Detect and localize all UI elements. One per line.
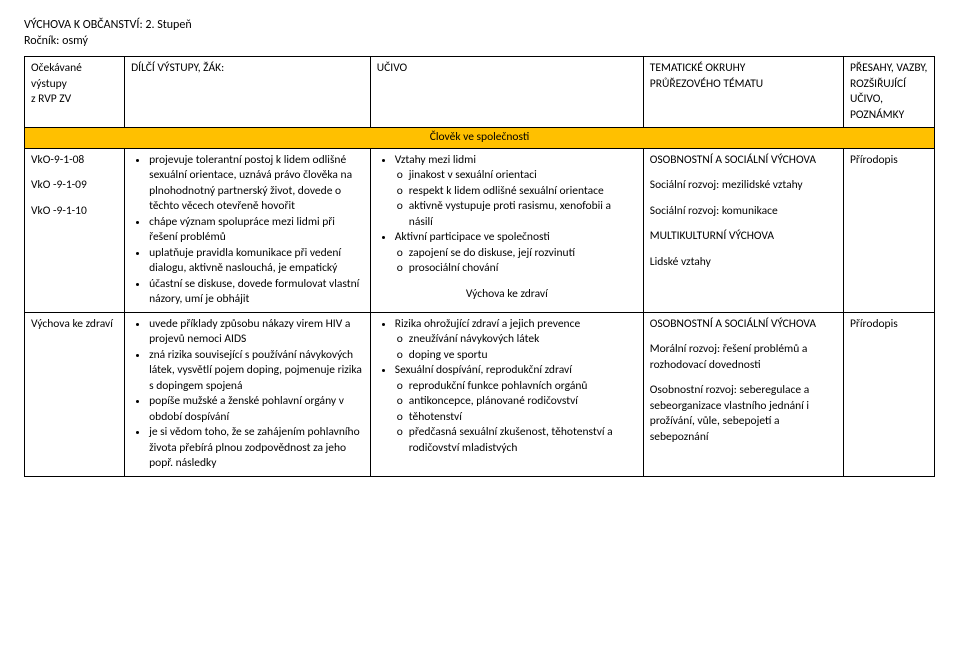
ucivo-mid: Aktivní participace ve společnosti [395,230,550,244]
list-item: zapojení se do diskuse, její rozvinutí [409,246,637,262]
ucivo-mid: Sexuální dospívání, reprodukční zdraví [395,363,572,377]
header-row: Očekávané výstupy z RVP ZV DÍLČÍ VÝSTUPY… [25,57,935,128]
list-item: prosociální chování [409,261,637,277]
doc-grade: Ročník: osmý [24,34,935,48]
ucivo-cell: Rizika ohrožující zdraví a jejich preven… [370,312,643,476]
hdr-c1b: výstupy [31,77,67,91]
okruhy-item: Sociální rozvoj: mezilidské vztahy [650,178,837,194]
list-item: Rizika ohrožující zdraví a jejich preven… [395,317,637,364]
list-item: respekt k lidem odlišné sexuální orienta… [409,184,637,200]
list-item: Vztahy mezi lidmi jinakost v sexuální or… [395,153,637,231]
dilci-cell: uvede příklady způsobu nákazy virem HIV … [125,312,371,476]
doc-title: VÝCHOVA K OBČANSTVÍ: 2. Stupeň [24,18,935,32]
hdr-c5a: PŘESAHY, VAZBY, [850,61,927,75]
list-item: těhotenství [409,410,637,426]
list-item: jinakost v sexuální orientaci [409,168,637,184]
okruhy-item: Osobnostní rozvoj: seberegulace a sebeor… [650,383,837,445]
list-item: je si vědom toho, že se zahájením pohlav… [149,425,364,472]
ucivo-cell: Vztahy mezi lidmi jinakost v sexuální or… [370,148,643,312]
okruhy-cell: OSOBNOSTNÍ A SOCIÁLNÍ VÝCHOVA Sociální r… [643,148,843,312]
okruhy-item: OSOBNOSTNÍ A SOCIÁLNÍ VÝCHOVA [650,153,837,169]
ucivo-tail: Výchova ke zdraví [377,287,637,303]
list-item: reprodukční funkce pohlavních orgánů [409,379,637,395]
section-title: Člověk ve společnosti [25,128,935,149]
presahy-cell: Přírodopis [843,312,934,476]
list-item: Sexuální dospívání, reprodukční zdraví r… [395,363,637,456]
code: VkO-9-1-08 [31,153,118,169]
list-item: účastní se diskuse, dovede formulovat vl… [149,277,364,308]
table-row: Výchova ke zdraví uvede příklady způsobu… [25,312,935,476]
hdr-c1c: z RVP ZV [31,92,71,106]
hdr-col3: UČIVO [370,57,643,128]
hdr-col2: DÍLČÍ VÝSTUPY, ŽÁK: [125,57,371,128]
list-item: zná rizika související s používání návyk… [149,348,364,395]
okruhy-item: Sociální rozvoj: komunikace [650,204,837,220]
hdr-c4a: TEMATICKÉ OKRUHY [650,61,746,75]
list-item: chápe význam spolupráce mezi lidmi při ř… [149,215,364,246]
okruhy-item: Morální rozvoj: řešení problémů a rozhod… [650,342,837,373]
okruhy-cell: OSOBNOSTNÍ A SOCIÁLNÍ VÝCHOVA Morální ro… [643,312,843,476]
hdr-c1a: Očekávané [31,61,82,75]
list-item: Aktivní participace ve společnosti zapoj… [395,230,637,277]
list-item: zneužívání návykových látek [409,332,637,348]
section-band: Člověk ve společnosti [25,128,935,149]
hdr-col1: Očekávané výstupy z RVP ZV [25,57,125,128]
list-item: projevuje tolerantní postoj k lidem odli… [149,153,364,215]
code: VkO -9-1-09 [31,178,118,194]
okruhy-item: MULTIKULTURNÍ VÝCHOVA [650,229,837,245]
list-item: antikoncepce, plánované rodičovství [409,394,637,410]
hdr-c5b: ROZŠIŘUJÍCÍ UČIVO, [850,77,906,107]
hdr-c5c: POZNÁMKY [850,108,904,122]
presahy-cell: Přírodopis [843,148,934,312]
list-item: aktivně vystupuje proti rasismu, xenofob… [409,199,637,230]
list-item: uplatňuje pravidla komunikace při vedení… [149,246,364,277]
list-item: doping ve sportu [409,348,637,364]
curriculum-table: Očekávané výstupy z RVP ZV DÍLČÍ VÝSTUPY… [24,56,935,477]
ucivo-top: Vztahy mezi lidmi [395,153,476,167]
okruhy-item: OSOBNOSTNÍ A SOCIÁLNÍ VÝCHOVA [650,317,837,333]
hdr-col4: TEMATICKÉ OKRUHY PRŮŘEZOVÉHO TÉMATU [643,57,843,128]
list-item: popíše mužské a ženské pohlavní orgány v… [149,394,364,425]
hdr-col5: PŘESAHY, VAZBY, ROZŠIŘUJÍCÍ UČIVO, POZNÁ… [843,57,934,128]
left-label-cell: Výchova ke zdraví [25,312,125,476]
ucivo-top: Rizika ohrožující zdraví a jejich preven… [395,317,580,331]
list-item: předčasná sexuální zkušenost, těhotenstv… [409,425,637,456]
dilci-cell: projevuje tolerantní postoj k lidem odli… [125,148,371,312]
code: VkO -9-1-10 [31,204,118,220]
list-item: uvede příklady způsobu nákazy virem HIV … [149,317,364,348]
hdr-c4b: PRŮŘEZOVÉHO TÉMATU [650,77,763,91]
okruhy-item: Lidské vztahy [650,255,837,271]
table-row: VkO-9-1-08 VkO -9-1-09 VkO -9-1-10 proje… [25,148,935,312]
codes-cell: VkO-9-1-08 VkO -9-1-09 VkO -9-1-10 [25,148,125,312]
